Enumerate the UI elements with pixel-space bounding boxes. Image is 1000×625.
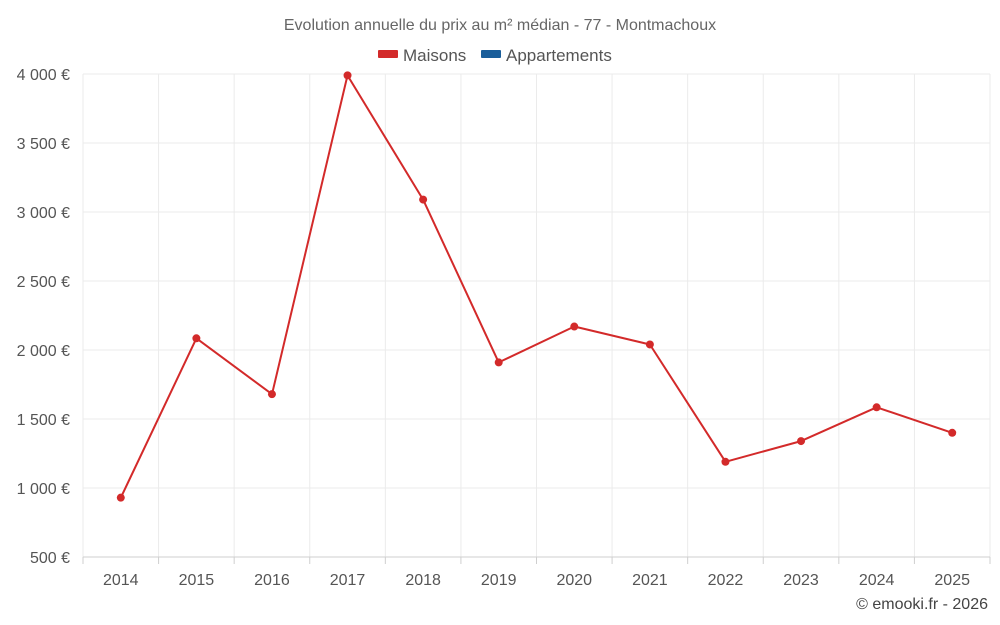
x-tick-label: 2016 [254,572,290,589]
data-point[interactable] [797,437,806,446]
series-maisons [116,71,957,502]
y-tick-label: 500 € [30,550,70,567]
x-tick-label: 2014 [103,572,139,589]
credit-text: © emooki.fr - 2026 [856,596,988,613]
data-point[interactable] [645,340,654,349]
legend: Maisons Appartements [378,46,612,65]
y-tick-label: 1 000 € [17,481,70,498]
legend-label-maisons[interactable]: Maisons [403,46,466,65]
y-tick-label: 2 000 € [17,343,70,360]
data-point[interactable] [116,493,125,502]
x-tick-label: 2023 [783,572,819,589]
y-tick-label: 2 500 € [17,274,70,291]
series-line-maisons [119,74,953,499]
data-point[interactable] [267,390,276,399]
legend-swatch-maisons [378,50,398,58]
data-point[interactable] [192,334,201,343]
x-tick-label: 2020 [556,572,592,589]
x-tick-label: 2021 [632,572,668,589]
data-point[interactable] [494,358,503,367]
data-point[interactable] [721,457,730,466]
data-point[interactable] [948,428,957,437]
data-point[interactable] [419,195,428,204]
data-point[interactable] [343,71,352,80]
gridlines [82,73,991,557]
axes: 500 € 1 000 € 1 500 € 2 000 € 2 500 € 3 000 €… [17,67,991,589]
y-tick-label: 3 500 € [17,136,70,153]
legend-swatch-appartements [481,50,501,58]
legend-label-appartements[interactable]: Appartements [506,46,612,65]
y-tick-label: 4 000 € [17,67,70,84]
x-tick-label: 2024 [859,572,895,589]
y-tick-label: 1 500 € [17,412,70,429]
chart-title: Evolution annuelle du prix au m² médian … [284,17,716,34]
x-tick-label: 2017 [330,572,366,589]
x-tick-label: 2025 [934,572,970,589]
x-tick-label: 2015 [179,572,215,589]
x-tick-label: 2018 [405,572,441,589]
x-tick-label: 2022 [708,572,744,589]
x-tick-label: 2019 [481,572,517,589]
y-tick-label: 3 000 € [17,205,70,222]
data-point[interactable] [872,403,881,412]
data-point[interactable] [570,322,579,331]
